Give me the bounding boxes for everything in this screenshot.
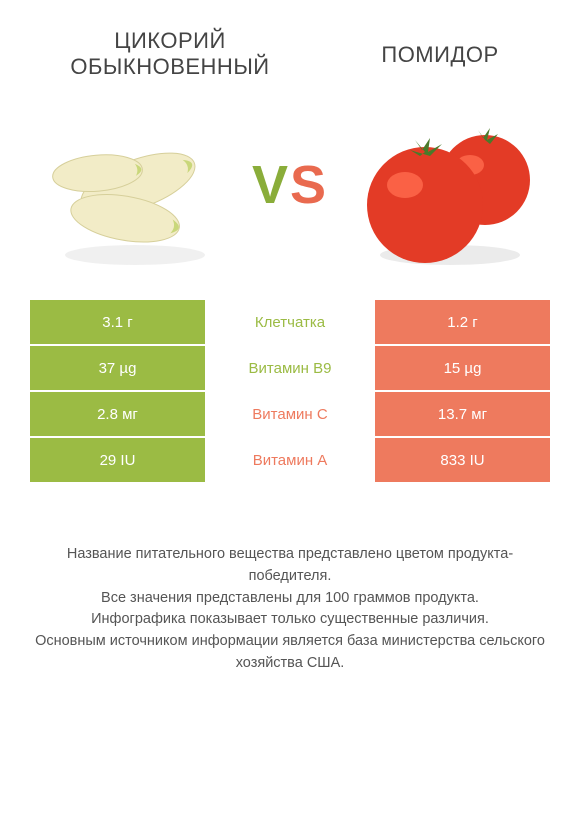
- cell-left-value: 29 IU: [30, 438, 205, 482]
- cell-left-value: 37 µg: [30, 346, 205, 390]
- vs-s: S: [290, 155, 328, 215]
- footer-notes: Название питательного вещества представл…: [0, 484, 580, 675]
- tomato-image: [350, 100, 540, 270]
- table-row: 2.8 мгВитамин C13.7 мг: [30, 392, 550, 438]
- cell-left-value: 2.8 мг: [30, 392, 205, 436]
- footer-line: Основным источником информации является …: [30, 631, 550, 675]
- cell-right-value: 15 µg: [375, 346, 550, 390]
- comparison-table: 3.1 гКлетчатка1.2 г37 µgВитамин B915 µg2…: [0, 300, 580, 484]
- footer-line: Все значения представлены для 100 граммо…: [30, 588, 550, 610]
- vs-v: V: [252, 155, 290, 215]
- cell-right-value: 833 IU: [375, 438, 550, 482]
- cell-nutrient-label: Витамин B9: [205, 346, 375, 390]
- cell-nutrient-label: Витамин A: [205, 438, 375, 482]
- table-row: 3.1 гКлетчатка1.2 г: [30, 300, 550, 346]
- title-right: ПОМИДОР: [340, 28, 540, 80]
- footer-line: Инфографика показывает только существенн…: [30, 609, 550, 631]
- title-left: ЦИКОРИЙ ОБЫКНОВЕННЫЙ: [40, 28, 300, 80]
- cell-right-value: 1.2 г: [375, 300, 550, 344]
- cell-right-value: 13.7 мг: [375, 392, 550, 436]
- cell-nutrient-label: Витамин C: [205, 392, 375, 436]
- cell-nutrient-label: Клетчатка: [205, 300, 375, 344]
- table-row: 37 µgВитамин B915 µg: [30, 346, 550, 392]
- cell-left-value: 3.1 г: [30, 300, 205, 344]
- hero-row: VS: [0, 80, 580, 300]
- footer-line: Название питательного вещества представл…: [30, 544, 550, 588]
- chicory-image: [40, 100, 230, 270]
- titles-row: ЦИКОРИЙ ОБЫКНОВЕННЫЙ ПОМИДОР: [0, 0, 580, 80]
- table-row: 29 IUВитамин A833 IU: [30, 438, 550, 484]
- vs-label: VS: [252, 154, 328, 216]
